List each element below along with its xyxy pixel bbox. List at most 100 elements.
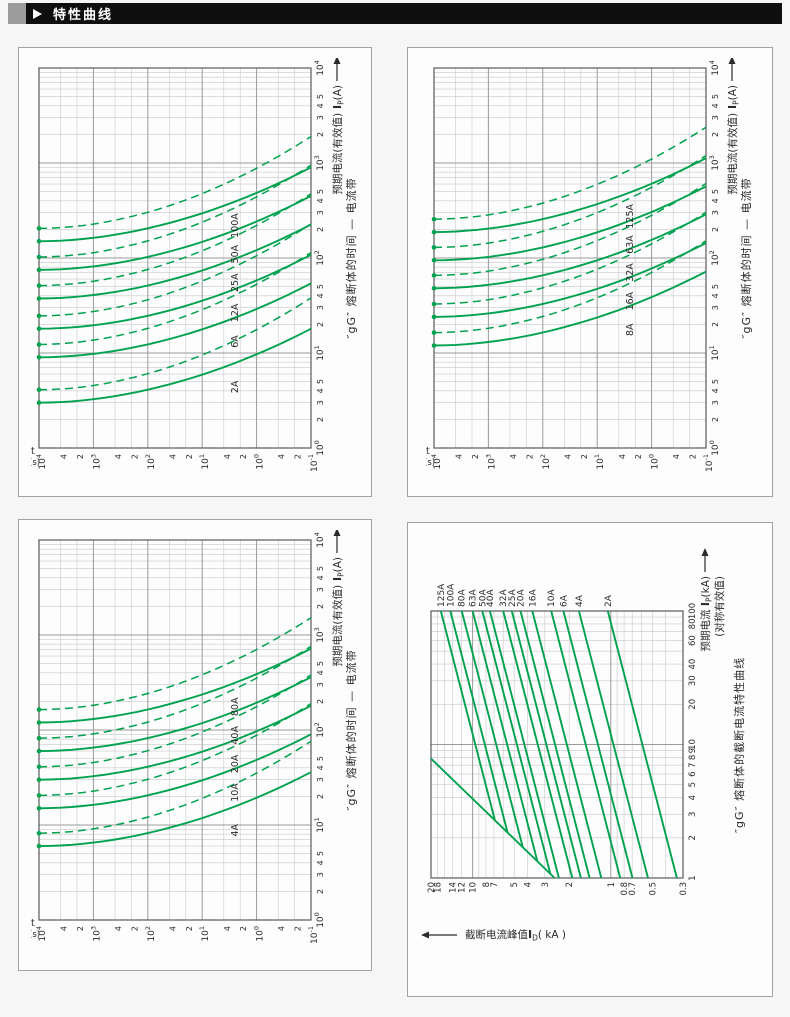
tick-label: 12 bbox=[458, 882, 468, 893]
tick-label: 5 bbox=[316, 756, 325, 761]
tick-label: 20 bbox=[688, 699, 698, 710]
tick-label: 6 bbox=[688, 771, 698, 776]
curve-label: 100A bbox=[230, 213, 241, 238]
tick-label: 4 bbox=[223, 454, 232, 459]
tick-label: 103 bbox=[313, 627, 326, 643]
header-tab-block bbox=[8, 3, 26, 24]
curve-label: 20A bbox=[517, 589, 527, 607]
tick-label: 4 bbox=[688, 795, 698, 800]
curve-label: 4A bbox=[230, 824, 241, 837]
fuse-curve-min bbox=[38, 771, 312, 848]
curve-start-dot bbox=[36, 830, 42, 836]
tick-label: 5 bbox=[316, 94, 325, 99]
tick-label: 4 bbox=[277, 926, 286, 931]
curve-start-dot bbox=[36, 400, 42, 405]
tick-label: 2 bbox=[316, 889, 325, 894]
chart-time-current-2-100A: 100 101 102 103 104 2 3 4 5 2 3 4 5 2 3 4 5 2 3 4 5 104 103 102… bbox=[29, 56, 365, 496]
chart-canvas: 1234567891020304060801000.30.50.70.81234… bbox=[421, 548, 746, 943]
tick-label: 104 bbox=[35, 926, 48, 942]
tick-label: 3 bbox=[316, 777, 325, 782]
tick-label: 100 bbox=[313, 440, 326, 456]
curve-label: 6A bbox=[230, 335, 241, 348]
x-axis-title: 预期电流 IP(kA) bbox=[699, 576, 714, 651]
fuse-curve-max bbox=[433, 126, 707, 220]
tick-label: 5 bbox=[711, 379, 720, 384]
fuse-curve-max bbox=[38, 135, 312, 230]
tick-label: 4 bbox=[711, 388, 720, 393]
svg-text:t: t bbox=[31, 446, 35, 457]
curve-start-dot bbox=[36, 226, 42, 231]
panel-cutoff-current: 1 2 3 4 5 6 7 8 9 10 20 30 40 60 80 100 0.3 0.5 0.7 0.8 1 2 3 4… bbox=[407, 522, 773, 997]
tick-label: 2 bbox=[294, 454, 303, 459]
play-triangle-icon bbox=[33, 8, 42, 19]
curve-start-dot bbox=[36, 342, 42, 347]
tick-label: 100 bbox=[313, 912, 326, 928]
tick-label: 5 bbox=[316, 284, 325, 289]
curve-label: 32A bbox=[625, 263, 636, 282]
tick-label: 5 bbox=[711, 189, 720, 194]
tick-label: 100 bbox=[253, 926, 266, 942]
curve-label: 25A bbox=[508, 589, 518, 607]
tick-label: 4 bbox=[563, 454, 572, 459]
curve-start-dot bbox=[36, 777, 42, 782]
tick-label: 2 bbox=[316, 227, 325, 232]
tick-label: 104 bbox=[313, 532, 326, 548]
curve-label: 20A bbox=[230, 754, 241, 773]
x-axis-title: 预期电流(有效值) IP(A) bbox=[331, 557, 346, 667]
tick-label: 0.3 bbox=[679, 882, 689, 896]
tick-label: 103 bbox=[313, 155, 326, 171]
tick-label: 2 bbox=[711, 227, 720, 232]
curve-label: 6A bbox=[559, 594, 569, 607]
tick-label: 2 bbox=[76, 454, 85, 459]
section-title: 特性曲线 bbox=[53, 8, 114, 23]
fuse-curve-max bbox=[38, 297, 312, 391]
curve-start-dot bbox=[431, 258, 437, 263]
tick-label: 8 bbox=[482, 882, 492, 887]
x-axis-title: 预期电流(有效值) IP(A) bbox=[331, 85, 346, 195]
curve-start-dot bbox=[431, 273, 437, 278]
fuse-curve-max bbox=[38, 645, 312, 739]
svg-text:t: t bbox=[31, 918, 35, 929]
curve-start-dot bbox=[36, 296, 42, 301]
chart-canvas: 100 101 102 103 104 2 3 4 5 2 3 4 5 2 3 4 5 2 3 4 5 104 103 102… bbox=[29, 56, 358, 472]
curve-start-dot bbox=[36, 355, 42, 360]
chart-canvas: 100 101 102 103 104 2 3 4 5 2 3 4 5 2 3 4 5 2 3 4 5 104 103 102… bbox=[424, 56, 753, 472]
curve-label: 10A bbox=[230, 783, 241, 802]
tick-label: 5 bbox=[711, 284, 720, 289]
tick-label: 3 bbox=[316, 872, 325, 877]
tick-label: 2 bbox=[565, 882, 575, 887]
curve-label: 16A bbox=[625, 291, 636, 310]
fuse-curve-min bbox=[433, 270, 707, 347]
curve-start-dot bbox=[431, 286, 437, 291]
curve-label: 8A bbox=[625, 323, 636, 336]
tick-label: 3 bbox=[316, 400, 325, 405]
curve-label: 25A bbox=[230, 273, 241, 292]
cutoff-line bbox=[449, 610, 509, 833]
tick-label: 20 bbox=[427, 882, 437, 893]
tick-label: 102 bbox=[708, 250, 721, 266]
svg-text:(s): (s) bbox=[31, 930, 40, 940]
cutoff-line bbox=[471, 610, 539, 862]
tick-label: 7 bbox=[490, 882, 500, 887]
curve-label: 50A bbox=[478, 589, 488, 607]
tick-label: 4 bbox=[711, 103, 720, 108]
curve-start-dot bbox=[36, 707, 42, 712]
tick-label: 3 bbox=[711, 115, 720, 120]
tick-label: 2 bbox=[316, 699, 325, 704]
tick-label: 4 bbox=[524, 882, 534, 887]
tick-label: 2 bbox=[316, 794, 325, 799]
tick-label: 103 bbox=[484, 454, 497, 470]
tick-label: 4 bbox=[114, 926, 123, 931]
tick-label: 4 bbox=[316, 293, 325, 298]
curve-start-dot bbox=[36, 326, 42, 331]
tick-label: 103 bbox=[89, 454, 102, 470]
y-axis-name: t(s) bbox=[29, 918, 40, 940]
tick-label: 2 bbox=[316, 132, 325, 137]
tick-label: 18 bbox=[433, 882, 443, 893]
fuse-curve-min bbox=[38, 253, 312, 330]
fuse-curve-max bbox=[433, 154, 707, 249]
tick-label: 4 bbox=[316, 198, 325, 203]
fuse-curve-max bbox=[38, 740, 312, 834]
x-axis-title: 预期电流(有效值) IP(A) bbox=[726, 85, 741, 195]
cutoff-line bbox=[519, 610, 591, 879]
